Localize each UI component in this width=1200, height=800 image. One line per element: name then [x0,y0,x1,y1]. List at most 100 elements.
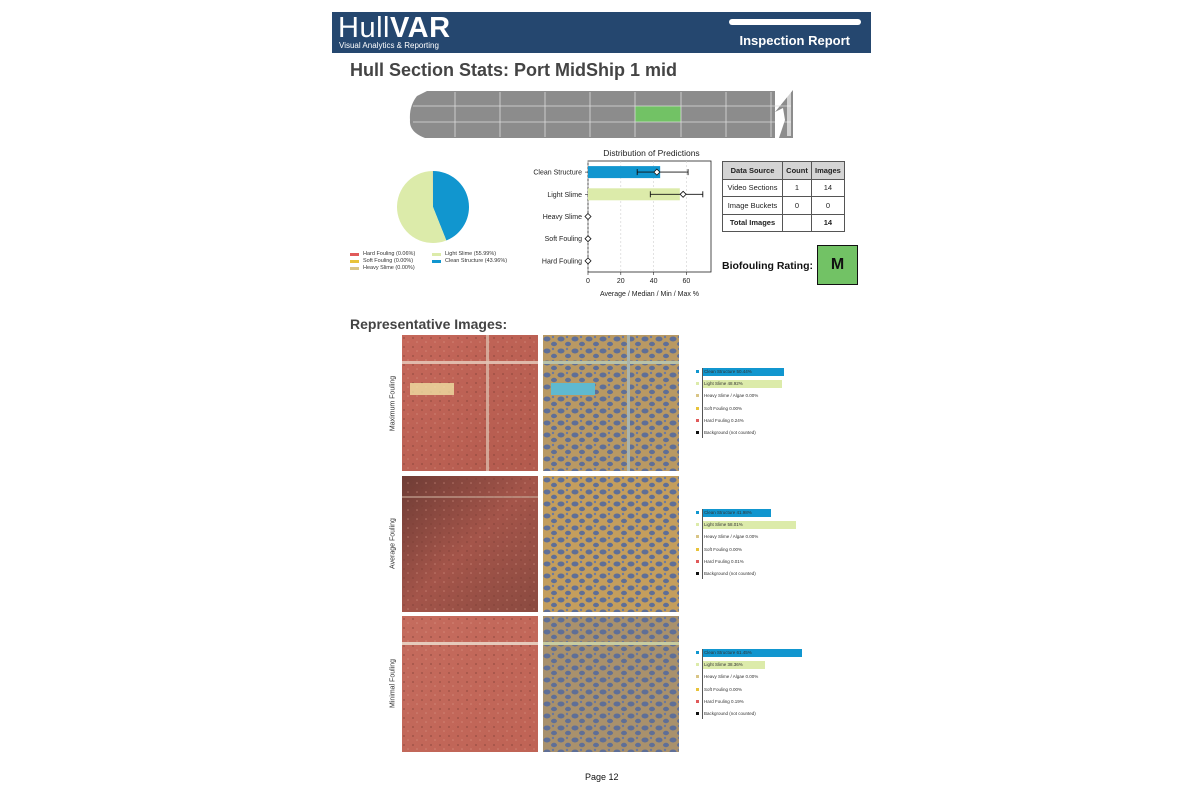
pie-chart [397,171,469,243]
class-bar [703,661,765,670]
report-title: Inspection Report [739,33,850,48]
class-swatch [696,382,699,386]
class-swatch [696,559,699,563]
class-label: Clean Structure 50.44% [704,369,752,374]
y-tick-label: Light Slime [547,192,582,199]
mini-axis [702,649,703,719]
class-label: Soft Fouling 0.00% [704,405,743,411]
class-swatch [696,675,699,679]
class-breakdown-maximum: Clean Structure 50.44% Light Slime 48.92%… [694,368,814,446]
class-swatch [696,394,699,398]
class-swatch [696,431,699,434]
class-swatch [696,687,699,691]
class-row: Soft Fouling 0.00% [694,405,814,413]
class-breakdown-average: Clean Structure 41.98% Light Slime 58.01%… [694,509,814,587]
class-label: Soft Fouling 0.00% [704,546,743,552]
class-label: Heavy Slime / Algae 0.00% [704,674,759,680]
class-row: Clean Structure 41.98% [694,509,814,517]
class-swatch [696,523,699,527]
legend-item-light-slime: Light Slime (55.99%) [432,251,496,257]
legend-item-soft-fouling: Soft Fouling (0.00%) [350,258,413,264]
class-label: Clean Structure 41.98% [704,510,752,515]
table-row: Video Sections 1 14 [722,178,845,197]
class-label: Heavy Slime / Algae 0.00% [704,393,759,399]
class-row: Soft Fouling 0.00% [694,546,814,554]
class-bar [703,368,785,376]
hull-section-diagram [409,90,793,138]
data-source-table: Data Source Count Images Video Sections … [722,161,845,232]
pie-slice [397,171,447,243]
x-tick-label: 60 [683,278,691,285]
legend-item-heavy-slime: Heavy Slime (0.00%) [350,265,415,271]
section-title: Hull Section Stats: Port MidShip 1 mid [350,60,678,80]
class-row: Light Slime 58.01% [694,521,814,530]
mini-axis [702,368,703,438]
class-swatch [696,370,699,373]
class-row: Clean Structure 50.44% [694,368,814,376]
class-bar [703,521,797,530]
table-row: Image Buckets 0 0 [722,196,845,215]
class-swatch [696,406,699,410]
class-row: Heavy Slime / Algae 0.00% [694,673,814,681]
mini-axis [702,509,703,579]
x-tick-label: 40 [650,278,658,285]
segmentation-map-maximum [543,335,679,471]
class-row: Soft Fouling 0.00% [694,686,814,694]
class-swatch [696,511,699,514]
class-swatch [696,663,699,667]
class-row: Hard Fouling 0.19% [694,698,814,706]
brand-logo: HullVAR [338,12,451,44]
class-row: Clean Structure 61.45% [694,649,814,657]
biofouling-rating-label: Biofouling Rating: [722,260,813,272]
median-marker [584,235,592,243]
table-header: Count [782,161,812,180]
median-marker [679,190,687,198]
class-label: Light Slime 48.92% [704,381,743,387]
class-row: Background (not counted) [694,710,814,718]
class-label: Hard Fouling 0.19% [704,698,744,704]
class-label: Background (not counted) [704,711,756,716]
class-row: Heavy Slime / Algae 0.00% [694,392,814,400]
class-label: Hard Fouling 0.24% [704,417,744,423]
hull-photo-maximum [402,335,538,471]
class-row: Hard Fouling 0.01% [694,558,814,566]
class-row: Heavy Slime / Algae 0.00% [694,533,814,541]
class-label: Background (not counted) [704,430,756,435]
brand-subtitle: Visual Analytics & Reporting [339,41,439,50]
class-label: Clean Structure 61.45% [704,650,752,655]
y-tick-label: Heavy Slime [543,214,582,221]
class-swatch [696,535,699,539]
segmentation-map-average [543,476,679,612]
x-tick-label: 0 [586,278,590,285]
pie-slice [433,171,469,241]
bar [588,166,661,179]
class-swatch [696,572,699,575]
bar [588,188,680,201]
table-row: Total Images 14 [722,213,845,232]
chart-title: Distribution of Predictions [603,148,700,158]
hull-photo-minimal [402,616,538,752]
class-row: Hard Fouling 0.24% [694,417,814,425]
row-label-maximum: Maximum Fouling [389,375,397,432]
class-breakdown-minimal: Clean Structure 61.45% Light Slime 38.36%… [694,649,814,727]
distribution-chart: 0 20 40 60 Clean Structure Light Slime Heavy S… [533,160,712,298]
redacted-field [729,19,861,25]
class-label: Light Slime 38.36% [704,662,743,668]
segmentation-map-minimal [543,616,679,752]
class-swatch [696,418,699,422]
class-swatch [696,699,699,703]
class-label: Light Slime 58.01% [704,522,743,528]
biofouling-rating-badge: M [817,245,858,285]
class-swatch [696,547,699,551]
class-row: Background (not counted) [694,570,814,578]
median-marker [584,212,592,221]
y-tick-label: Soft Fouling [545,236,582,243]
x-tick-label: 20 [617,278,625,285]
row-label-average: Average Fouling [389,518,397,569]
class-row: Light Slime 48.92% [694,380,814,389]
class-label: Soft Fouling 0.00% [704,686,743,692]
class-label: Background (not counted) [704,571,756,576]
class-label: Hard Fouling 0.01% [704,558,744,564]
class-swatch [696,712,699,715]
class-swatch [696,651,699,654]
